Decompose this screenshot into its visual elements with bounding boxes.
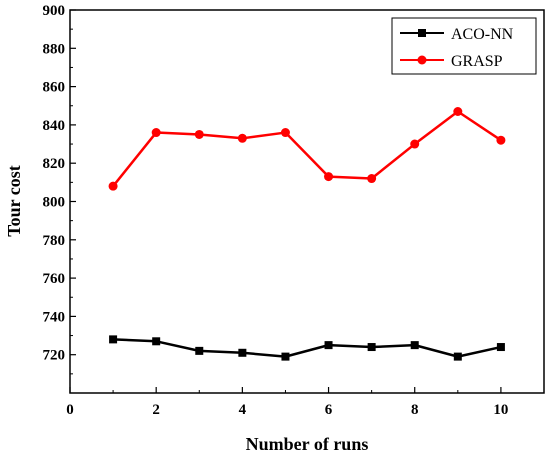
point-aco-nn [281,352,290,361]
point-grasp [410,139,420,149]
legend: ACO-NN GRASP [391,17,537,75]
y-tick-label: 760 [43,271,66,287]
y-tick-label: 820 [43,156,66,172]
point-grasp [237,133,247,143]
point-grasp [367,174,377,184]
x-axis-title: Number of runs [246,434,369,454]
y-tick-label: 860 [43,80,66,96]
point-grasp [280,128,290,138]
plot-frame [69,9,545,394]
point-aco-nn [496,343,505,352]
point-aco-nn [152,337,161,346]
series-line-grasp [112,110,502,187]
ticks-layer: 720 740 760 780 800 820 840 860 880 900 0 2 4 6 8 10 [43,3,509,418]
point-grasp [194,129,204,139]
y-tick-label: 720 [43,348,66,364]
legend-label-aco-nn: ACO-NN [451,26,514,43]
point-grasp [151,128,161,138]
x-tick-label: 10 [493,402,508,418]
y-tick-label: 900 [43,3,66,19]
legend-label-grasp: GRASP [451,53,503,70]
legend-box [391,17,537,75]
legend-marker-grasp [417,55,427,65]
point-grasp [324,172,334,182]
point-aco-nn [195,346,204,355]
series-layer [108,106,506,361]
point-grasp [453,106,463,116]
x-tick-label: 2 [152,402,160,418]
point-aco-nn [453,352,462,361]
point-aco-nn [238,348,247,357]
x-tick-label: 4 [239,402,247,418]
y-tick-label: 800 [43,195,66,211]
y-tick-label: 740 [43,309,66,325]
point-grasp [496,135,506,145]
y-tick-label: 780 [43,233,66,249]
point-aco-nn [109,335,118,344]
y-tick-label: 880 [43,41,66,57]
point-aco-nn [410,341,419,350]
series-line-aco-nn [113,338,502,358]
point-aco-nn [324,341,333,350]
x-tick-label: 6 [325,402,333,418]
y-tick-label: 840 [43,118,66,134]
y-axis-title: Tour cost [4,165,24,237]
x-tick-label: 0 [66,402,74,418]
x-tick-label: 8 [411,402,419,418]
point-grasp [108,181,118,191]
point-aco-nn [367,343,376,352]
legend-marker-aco-nn [418,29,426,37]
